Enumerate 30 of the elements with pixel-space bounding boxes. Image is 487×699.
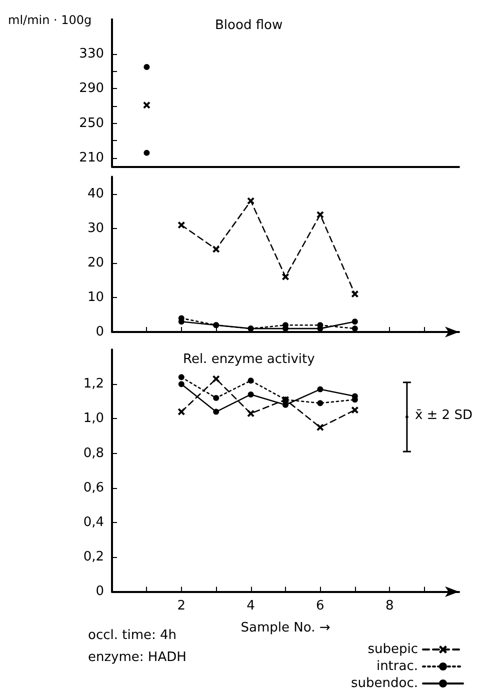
x-tick-label: 2	[177, 598, 186, 614]
legend-label: subepic	[368, 642, 418, 657]
y-axis-title: ml/min · 100g	[8, 13, 92, 27]
y-tick-label: 0,2	[83, 550, 104, 565]
text: occl. time: 4h	[88, 628, 177, 643]
y-tick-label: 10	[87, 290, 104, 305]
y-tick-label: 40	[87, 186, 104, 202]
text: enzyme: HADH	[88, 650, 186, 665]
y-tick-label: 30	[87, 221, 104, 236]
legend-label: intrac.	[376, 659, 418, 674]
x-tick-label: 4	[246, 598, 255, 614]
y-tick-label: 330	[79, 46, 104, 62]
y-tick-label: 0	[96, 584, 104, 600]
x-tick-label: 6	[316, 598, 324, 614]
x-tick-label: 8	[385, 598, 394, 614]
y-tick-label: 0,6	[83, 480, 104, 496]
y-tick-label: 0,8	[83, 446, 104, 461]
y-tick-label: 210	[79, 150, 104, 166]
x-axis-title: Sample No. →	[240, 620, 330, 636]
legend-label: subendoc.	[351, 676, 418, 691]
chart-title: Blood flow	[215, 18, 283, 33]
annotation: x̄ ± 2 SD	[414, 408, 472, 423]
y-tick-label: 290	[79, 81, 104, 96]
y-tick-label: 1,2	[83, 376, 104, 392]
y-tick-label: 0	[96, 324, 104, 340]
y-tick-label: 20	[87, 256, 104, 270]
chart-title: Rel. enzyme activity	[183, 352, 316, 367]
y-tick-label: 250	[79, 116, 104, 131]
y-tick-label: 1,0	[83, 411, 104, 426]
y-tick-label: 0,4	[83, 515, 104, 530]
